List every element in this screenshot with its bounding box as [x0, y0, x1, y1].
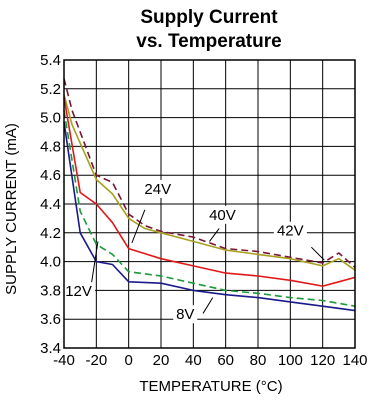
y-tick-label: 4.8: [40, 138, 61, 155]
y-axis-label: SUPPLY CURRENT (mA): [3, 123, 20, 295]
y-tick-label: 5.0: [40, 110, 61, 127]
x-tick-label: 60: [217, 352, 234, 369]
series-label-bg-8v: [173, 305, 198, 324]
series-lines: [63, 78, 356, 312]
series-label-bg-40v: [205, 205, 239, 224]
x-tick-label: 120: [310, 352, 335, 369]
pointer-12v: [90, 241, 99, 284]
y-tick-label: 3.8: [40, 282, 61, 299]
y-tick-label: 3.6: [40, 311, 61, 328]
pointer-8v: [202, 297, 214, 314]
x-tick-label: 20: [153, 352, 170, 369]
y-tick-label: 5.4: [40, 52, 61, 69]
chart-subtitle: vs. Temperature: [136, 31, 281, 52]
x-tick-label: 40: [185, 352, 202, 369]
x-tick-label: 100: [278, 352, 303, 369]
series-label-40v: 40V: [209, 207, 236, 224]
chart-title: Supply Current: [140, 7, 278, 28]
y-tick-label: 4.4: [40, 196, 61, 213]
x-tick-label: -40: [53, 352, 75, 369]
plot-frame: [63, 59, 356, 349]
tick-labels: -40 -20 0 20 40 60 80 100 120 1403.43.63.84.04.24…: [40, 52, 367, 369]
series-label-bg-42v: [273, 221, 307, 240]
y-tick-label: 3.4: [40, 340, 61, 357]
series-line-40v: [63, 94, 356, 271]
series-label-12v: 12V: [65, 283, 92, 300]
series-line-24v: [63, 97, 356, 287]
series-label-bg-24v: [141, 179, 175, 198]
y-tick-label: 4.6: [40, 167, 61, 184]
series-label-42v: 42V: [277, 223, 304, 240]
pointer-40v: [209, 228, 220, 242]
pointer-24v: [131, 209, 146, 244]
y-tick-label: 4.0: [40, 254, 61, 271]
series-line-12v: [63, 110, 356, 307]
x-tick-label: 80: [250, 352, 267, 369]
y-tick-label: 4.2: [40, 225, 61, 242]
y-tick-label: 5.2: [40, 81, 61, 98]
x-tick-label: 140: [342, 352, 367, 369]
x-axis-label: TEMPERATURE (°C): [139, 378, 282, 395]
series-label-bg-12v: [62, 282, 96, 301]
series-line-8v: [63, 121, 356, 312]
x-tick-label: -20: [85, 352, 107, 369]
series-line-42v: [63, 78, 356, 268]
x-tick-label: 0: [124, 352, 132, 369]
pointer-42v: [310, 246, 325, 261]
series-label-24v: 24V: [144, 181, 171, 198]
series-label-8v: 8V: [176, 306, 194, 323]
series-labels: 42V 40V 24V 12V 8V: [62, 179, 325, 324]
